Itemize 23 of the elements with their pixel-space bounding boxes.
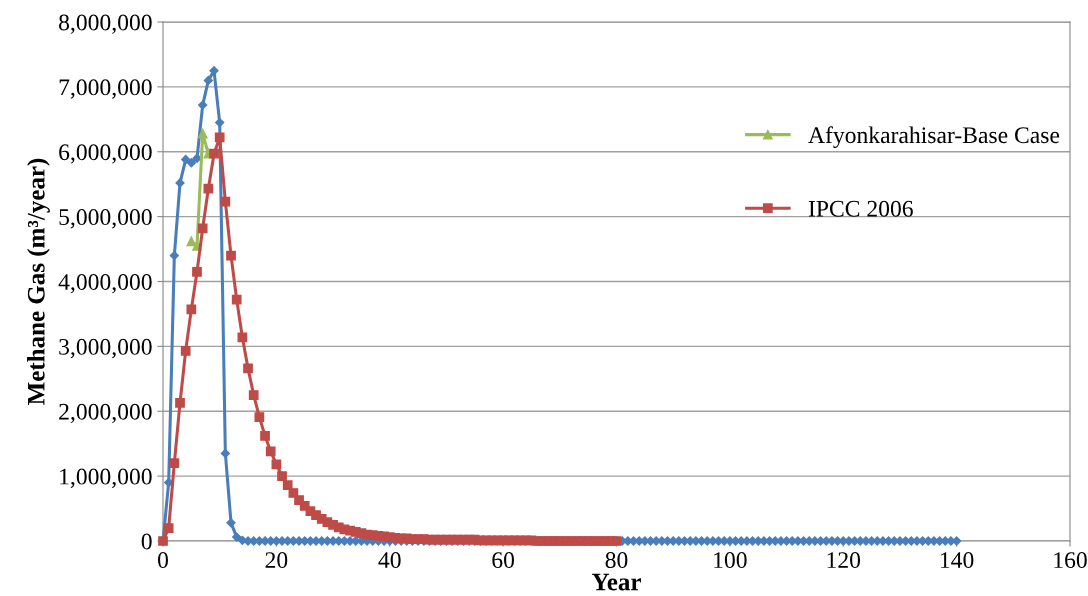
x-tick-label: 100 xyxy=(714,552,747,569)
y-tick-label: 5,000,000 xyxy=(59,209,152,229)
legend-label: Afyonkarahisar-Base Case xyxy=(808,126,1060,149)
x-tick-label: 160 xyxy=(1054,552,1087,569)
legend-label: IPCC 2006 xyxy=(808,200,913,217)
x-axis-title: Year xyxy=(591,573,641,591)
y-tick-label: 0 xyxy=(141,533,152,550)
y-tick-label: 1,000,000 xyxy=(60,468,152,488)
y-tick-label: 2,000,000 xyxy=(59,403,152,424)
x-tick-label: 120 xyxy=(827,552,861,569)
point xyxy=(197,128,208,139)
y-tick-label: 3,000,000 xyxy=(59,338,152,359)
y-axis-title: Methane Gas (m³/year) xyxy=(27,158,50,405)
x-tick-label: 140 xyxy=(940,552,974,569)
y-tick-label: 6,000,000 xyxy=(59,144,152,164)
y-tick-label: 4,000,000 xyxy=(58,273,152,294)
x-tick-label: 60 xyxy=(492,552,515,569)
y-tick-label: 7,000,000 xyxy=(59,79,152,99)
x-tick-label: 40 xyxy=(378,552,401,569)
y-tick-label: 8,000,000 xyxy=(59,14,152,34)
x-tick-label: 20 xyxy=(265,552,288,569)
x-tick-label: 80 xyxy=(605,552,628,569)
x-tick-label: 0 xyxy=(158,552,168,569)
